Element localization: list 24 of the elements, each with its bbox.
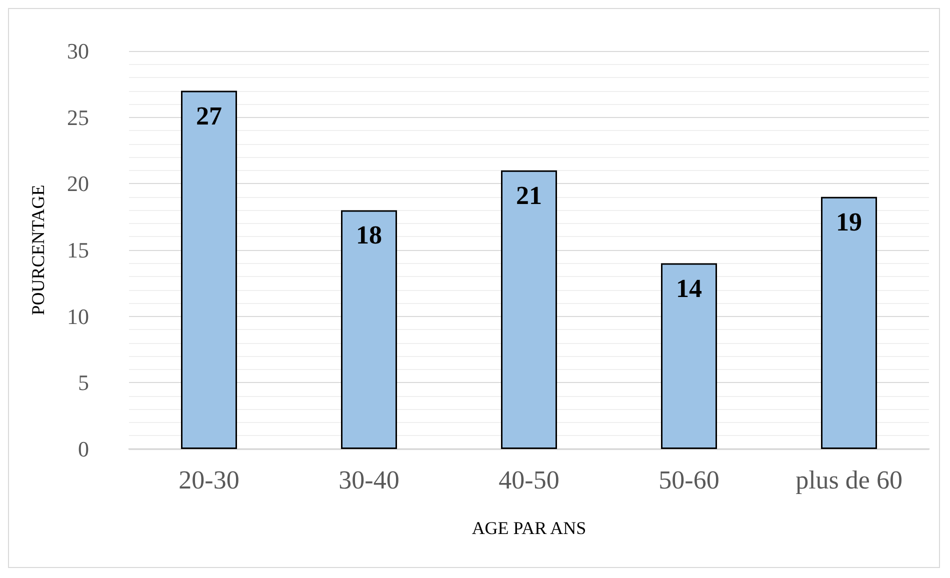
- x-tick-label: 30-40: [338, 466, 400, 494]
- bar: [821, 196, 877, 449]
- y-tick-label: 15: [67, 238, 89, 262]
- x-tick-label: 20-30: [178, 466, 240, 494]
- bar: [501, 170, 557, 449]
- x-axis-title: AGE PAR ANS: [472, 518, 586, 538]
- y-tick-label: 20: [67, 171, 89, 196]
- bar: [341, 210, 397, 449]
- y-tick-label: 5: [78, 370, 89, 396]
- x-tick-label: plus de 60: [796, 466, 902, 494]
- x-tick-label: 50-60: [658, 466, 720, 494]
- y-tick-label: 25: [67, 104, 89, 130]
- data-label: 18: [356, 220, 382, 250]
- data-label: 27: [196, 101, 222, 130]
- y-axis-title: POURCENTAGE: [28, 184, 48, 316]
- data-label: 14: [676, 274, 702, 303]
- y-tick-label: 30: [67, 38, 89, 64]
- data-label: 19: [836, 207, 862, 236]
- bar: [181, 90, 237, 449]
- data-label: 21: [516, 180, 542, 210]
- bar: [661, 263, 717, 449]
- x-tick-label: 40-50: [498, 466, 560, 494]
- y-tick-label: 10: [67, 304, 89, 329]
- y-tick-label: 0: [78, 436, 89, 462]
